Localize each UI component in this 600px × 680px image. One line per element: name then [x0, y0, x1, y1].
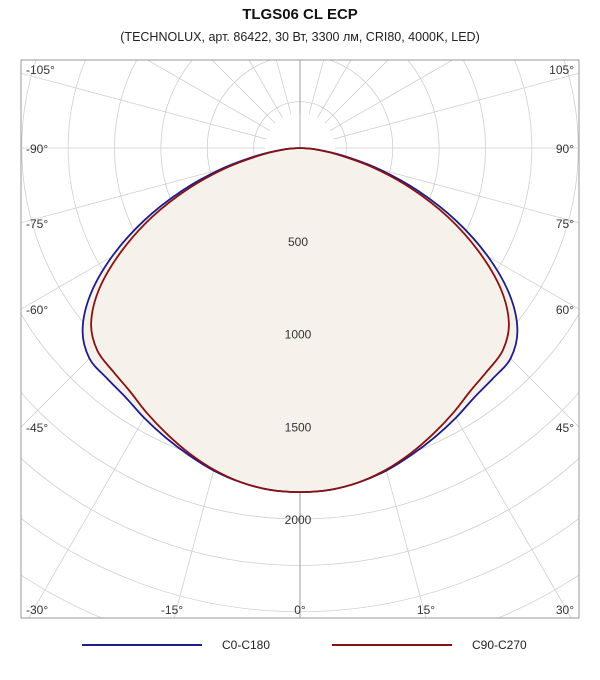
- grid-spoke: [330, 60, 454, 131]
- legend: C0-C180 C90-C270: [82, 638, 527, 652]
- angle-label-left: -75°: [26, 217, 48, 231]
- angle-label-left: -90°: [26, 142, 48, 156]
- angle-label-right: 105°: [549, 63, 574, 77]
- grid-spoke: [21, 156, 267, 224]
- grid-spoke: [333, 156, 579, 224]
- grid-spoke: [248, 60, 283, 118]
- grid-spoke: [146, 60, 270, 131]
- angle-label-left: -60°: [26, 303, 48, 317]
- angle-label-left: -30°: [26, 603, 48, 617]
- radial-tick-label: 1000: [285, 328, 312, 342]
- radial-tick-labels: 500 1000 1500 2000: [285, 235, 312, 527]
- legend-label: C0-C180: [222, 638, 270, 652]
- radial-tick-label: 500: [288, 235, 308, 249]
- light-distribution-curves: [81, 147, 519, 493]
- legend-label: C90-C270: [472, 638, 527, 652]
- angle-label-left: -45°: [26, 421, 48, 435]
- angle-label-right: 45°: [556, 421, 574, 435]
- series-line-c90-c270: [90, 147, 510, 493]
- curve-fill: [82, 148, 518, 493]
- grid-spoke: [317, 60, 352, 118]
- angle-label-right: 15°: [417, 603, 435, 617]
- angle-label-left: -105°: [26, 63, 55, 77]
- angle-label-right: 75°: [556, 217, 574, 231]
- angle-label-left: -15°: [161, 603, 183, 617]
- grid-spoke: [21, 72, 267, 140]
- angle-label-right: 90°: [556, 142, 574, 156]
- angle-label-right: 60°: [556, 303, 574, 317]
- grid-spoke: [333, 72, 579, 140]
- plot-frame: [20, 59, 580, 619]
- grid-spoke: [211, 60, 276, 124]
- chart-subtitle: (TECHNOLUX, арт. 86422, 30 Вт, 3300 лм, …: [120, 30, 480, 44]
- angle-tick-labels: -105° -90° -75° -60° -45° -30° -15° 105° 90° 75° 6…: [26, 63, 574, 617]
- angle-label-center: 0°: [294, 603, 306, 617]
- chart-title: TLGS06 CL ECP: [242, 6, 358, 23]
- radial-tick-label: 1500: [285, 420, 312, 434]
- radial-tick-label: 2000: [285, 513, 312, 527]
- grid-spoke: [324, 60, 389, 124]
- angle-label-right: 30°: [556, 603, 574, 617]
